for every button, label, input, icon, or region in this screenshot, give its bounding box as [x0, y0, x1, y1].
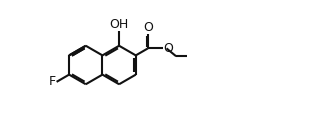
Text: O: O	[163, 42, 173, 55]
Text: OH: OH	[109, 18, 129, 31]
Text: O: O	[143, 21, 153, 34]
Text: F: F	[49, 75, 56, 88]
